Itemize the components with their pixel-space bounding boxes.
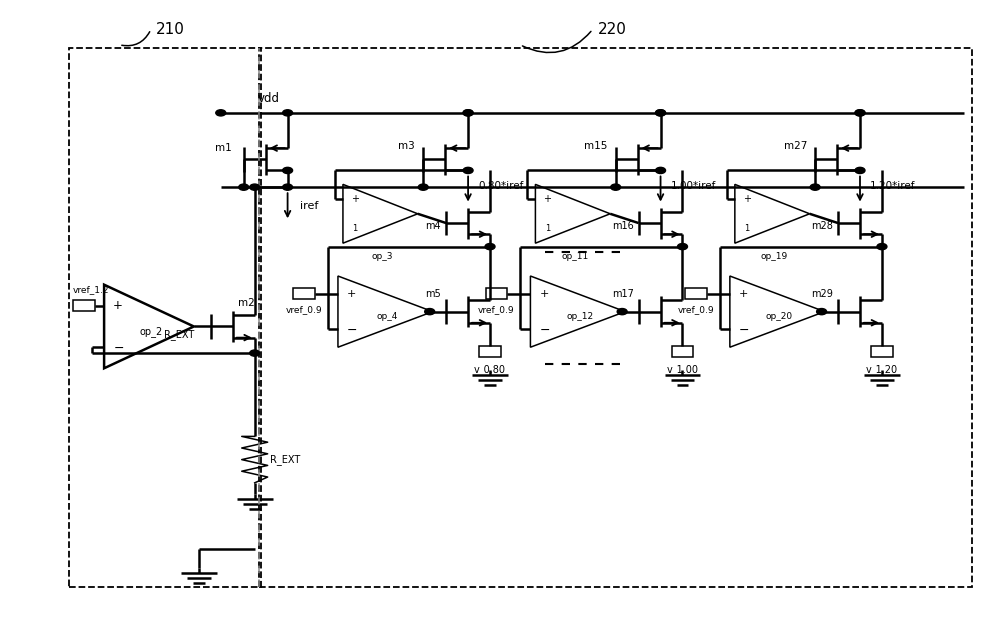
Circle shape [656, 167, 666, 174]
Text: v_1.00: v_1.00 [666, 364, 698, 375]
Text: m3: m3 [398, 141, 415, 151]
Circle shape [463, 109, 473, 116]
Text: m17: m17 [612, 289, 634, 299]
Text: R_EXT: R_EXT [270, 454, 300, 465]
Text: 1.00*iref: 1.00*iref [671, 181, 716, 191]
Text: 1: 1 [744, 224, 749, 233]
Text: 1.20*iref: 1.20*iref [870, 181, 915, 191]
Text: +: + [540, 289, 549, 299]
Text: $-$: $-$ [738, 323, 749, 336]
Circle shape [250, 350, 260, 356]
Text: vref_1.2: vref_1.2 [73, 285, 110, 294]
Circle shape [855, 109, 865, 116]
Text: R_EXT: R_EXT [164, 329, 195, 340]
Text: vref_0.9: vref_0.9 [478, 305, 515, 314]
Circle shape [425, 309, 435, 315]
Text: +: + [347, 289, 357, 299]
Text: op_11: op_11 [561, 253, 588, 261]
Circle shape [463, 109, 473, 116]
Circle shape [617, 309, 627, 315]
Text: v_1.20: v_1.20 [866, 364, 898, 375]
Text: op_20: op_20 [766, 312, 793, 321]
Text: 210: 210 [156, 22, 185, 37]
Text: vdd: vdd [258, 92, 280, 104]
Text: +: + [743, 194, 751, 204]
Circle shape [678, 243, 687, 249]
Text: op_19: op_19 [761, 253, 788, 261]
Circle shape [250, 184, 260, 190]
Circle shape [855, 167, 865, 174]
Circle shape [216, 109, 226, 116]
Text: $-$: $-$ [113, 341, 124, 354]
Text: op_3: op_3 [372, 253, 393, 261]
Circle shape [463, 167, 473, 174]
Circle shape [810, 184, 820, 190]
Text: iref: iref [300, 201, 318, 211]
Circle shape [611, 184, 621, 190]
Circle shape [877, 243, 887, 249]
Text: v_0.80: v_0.80 [474, 364, 506, 375]
Text: vref_0.9: vref_0.9 [678, 305, 714, 314]
Text: 1: 1 [352, 224, 358, 233]
Circle shape [283, 167, 293, 174]
Text: m5: m5 [425, 289, 441, 299]
Text: m1: m1 [215, 143, 232, 153]
Circle shape [656, 109, 666, 116]
Text: +: + [351, 194, 359, 204]
Text: m15: m15 [584, 141, 608, 151]
Text: op_12: op_12 [566, 312, 593, 321]
Text: +: + [739, 289, 749, 299]
Text: 0.80*iref: 0.80*iref [478, 181, 523, 191]
Text: m29: m29 [811, 289, 833, 299]
Text: +: + [113, 299, 123, 312]
Text: m28: m28 [811, 221, 833, 231]
Text: vref_0.9: vref_0.9 [286, 305, 322, 314]
Text: +: + [543, 194, 551, 204]
Text: $-$: $-$ [539, 323, 550, 336]
Circle shape [485, 243, 495, 249]
Text: m2: m2 [238, 298, 254, 308]
Text: m4: m4 [426, 221, 441, 231]
Text: m27: m27 [784, 141, 807, 151]
Text: op_4: op_4 [377, 312, 398, 321]
Text: $-$: $-$ [346, 323, 357, 336]
Text: m16: m16 [612, 221, 634, 231]
Text: 1: 1 [545, 224, 550, 233]
Text: op_2: op_2 [139, 326, 163, 337]
Circle shape [239, 184, 249, 190]
Text: 220: 220 [598, 22, 627, 37]
Circle shape [283, 184, 293, 190]
Circle shape [656, 109, 666, 116]
Circle shape [817, 309, 827, 315]
Circle shape [418, 184, 428, 190]
Circle shape [283, 109, 293, 116]
Circle shape [855, 109, 865, 116]
